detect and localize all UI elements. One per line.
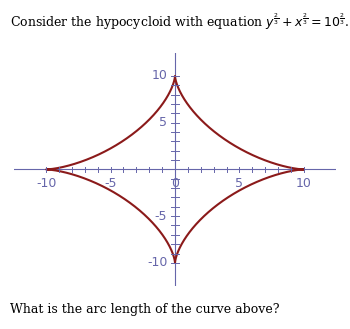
- Text: 0: 0: [171, 177, 179, 190]
- Text: 10: 10: [296, 177, 312, 190]
- Text: Consider the hypocycloid with equation $y^{\frac{2}{3}}+x^{\frac{2}{3}}=10^{\fra: Consider the hypocycloid with equation $…: [10, 12, 350, 32]
- Text: 10: 10: [152, 69, 167, 83]
- Text: 5: 5: [159, 116, 167, 129]
- Text: -10: -10: [147, 256, 167, 269]
- Text: 5: 5: [236, 177, 243, 190]
- Text: -5: -5: [155, 210, 167, 223]
- Text: What is the arc length of the curve above?: What is the arc length of the curve abov…: [10, 303, 280, 316]
- Text: -10: -10: [36, 177, 56, 190]
- Text: -5: -5: [104, 177, 117, 190]
